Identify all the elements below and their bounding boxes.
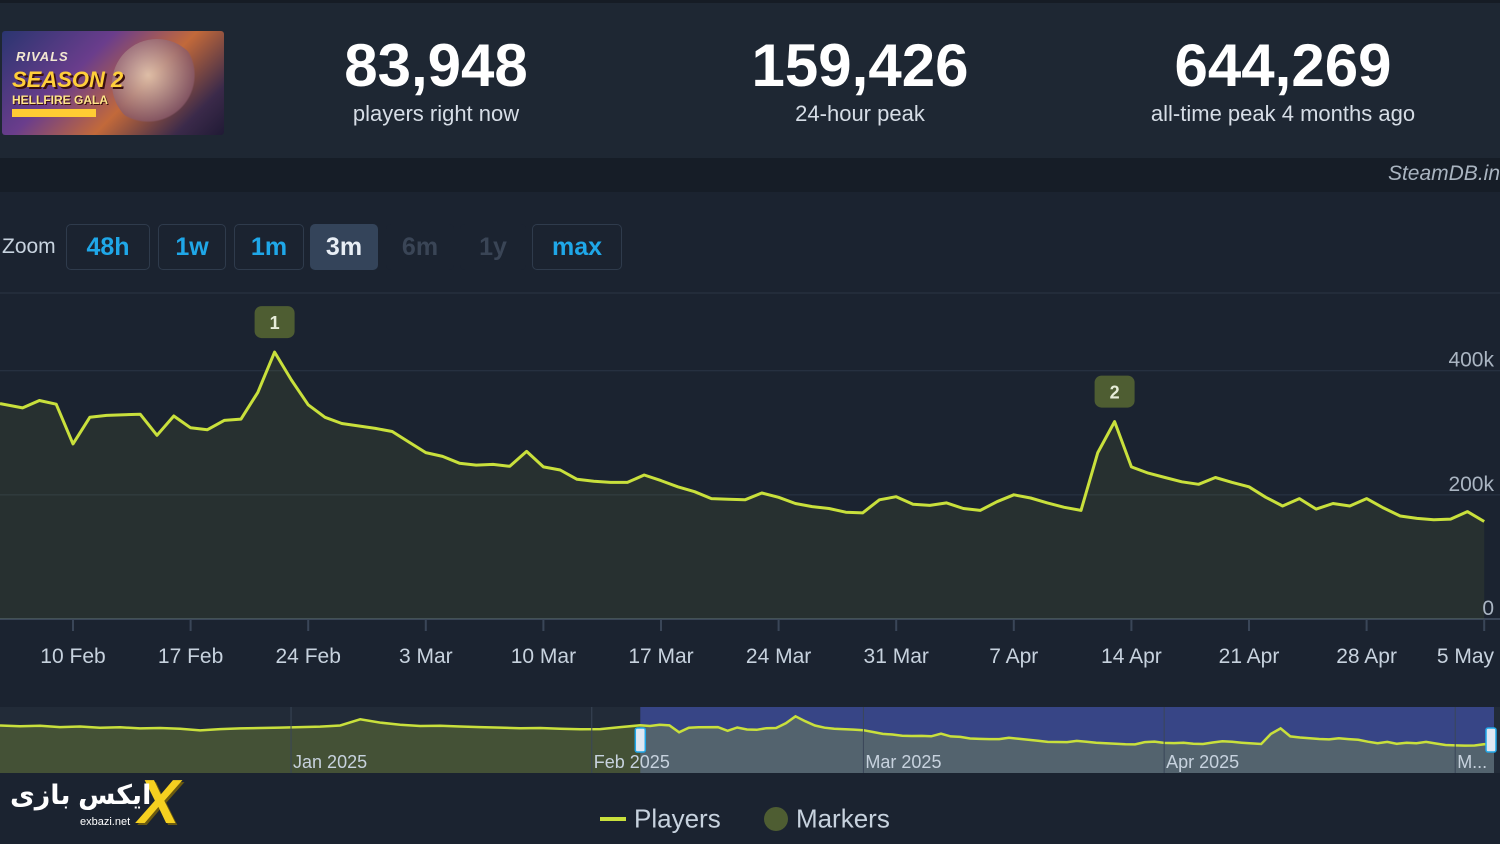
event-markers[interactable]: 12: [254, 306, 1135, 408]
capsule-logo-text: RIVALS: [16, 49, 69, 64]
navigator-left-handle[interactable]: [634, 727, 647, 753]
character-art: [112, 39, 202, 129]
x-tick-label: 7 Apr: [989, 645, 1038, 668]
zoom-1w-button[interactable]: 1w: [158, 224, 226, 270]
capsule-banner: [12, 109, 96, 117]
x-tick-label: 14 Apr: [1101, 645, 1162, 668]
navigator-label: Apr 2025: [1166, 752, 1239, 772]
event-marker[interactable]: [254, 306, 295, 339]
watermark-x-logo: X: [138, 768, 180, 837]
y-axis: 0 200k 400k: [1448, 349, 1494, 620]
peak-24h-stat: 159,426 24-hour peak: [724, 33, 996, 129]
event-marker[interactable]: [1094, 375, 1135, 408]
navigator-label: Feb 2025: [594, 752, 670, 772]
x-tick-label: 31 Mar: [864, 645, 929, 668]
x-tick-label: 17 Feb: [158, 645, 223, 668]
chart-credit[interactable]: SteamDB.in: [1387, 162, 1500, 185]
players-now-label: players right now: [352, 101, 520, 126]
x-tick-label: 10 Mar: [511, 645, 576, 668]
zoom-1m-button[interactable]: 1m: [234, 224, 304, 270]
game-capsule-image[interactable]: RIVALS SEASON 2 HELLFIRE GALA: [2, 31, 224, 135]
zoom-3m-button[interactable]: 3m: [310, 224, 378, 270]
event-marker-label: 2: [1110, 383, 1120, 403]
x-tick-label: 3 Mar: [399, 645, 453, 668]
all-time-peak-label: all-time peak 4 months ago: [1150, 101, 1416, 126]
legend-players[interactable]: Players: [634, 803, 721, 834]
navigator-line: [0, 714, 1495, 748]
players-line[interactable]: [0, 350, 1485, 523]
navigator-label: Mar 2025: [865, 752, 941, 772]
y-tick-label: 0: [1482, 597, 1494, 620]
y-tick-label: 200k: [1448, 473, 1494, 496]
navigator-label: Jan 2025: [293, 752, 367, 772]
players-now-stat: 83,948 players right now: [300, 33, 572, 129]
all-time-peak-value: 644,269: [1174, 32, 1392, 99]
x-tick-label: 24 Mar: [746, 645, 811, 668]
x-tick-label: 24 Feb: [276, 645, 341, 668]
players-now-value: 83,948: [344, 32, 528, 99]
capsule-event-text: HELLFIRE GALA: [12, 93, 108, 107]
x-tick-label: 10 Feb: [40, 645, 105, 668]
series-area: [0, 352, 1485, 619]
navigator[interactable]: Jan 2025 Feb 2025 Mar 2025 Apr 2025 M...: [0, 707, 1500, 773]
event-marker-label: 1: [270, 313, 280, 333]
peak-24h-value: 159,426: [751, 32, 969, 99]
stats-header: RIVALS SEASON 2 HELLFIRE GALA 83,948 pla…: [0, 0, 1500, 161]
chart-legend[interactable]: Players Markers: [600, 802, 890, 835]
peak-24h-label: 24-hour peak: [795, 101, 925, 126]
divider-strip: [0, 158, 1500, 192]
zoom-48h-button[interactable]: 48h: [66, 224, 150, 270]
players-area: [0, 352, 1485, 619]
watermark-text: ایکس بازی: [10, 780, 152, 810]
navigator-area: [0, 716, 1494, 773]
players-series[interactable]: [0, 350, 1485, 523]
watermark-site: exbazi.net: [80, 816, 131, 828]
markers-legend-swatch: [763, 807, 788, 832]
x-tick-label: 5 May: [1437, 645, 1495, 668]
navigator-right-handle[interactable]: [1485, 727, 1497, 753]
x-axis: 10 Feb 17 Feb 24 Feb 3 Mar 10 Mar 17 Mar 24 Ma…: [40, 619, 1494, 668]
x-tick-label: 28 Apr: [1336, 645, 1397, 668]
site-watermark: X ایکس بازی exbazi.net: [6, 772, 196, 834]
x-tick-label: 21 Apr: [1219, 645, 1280, 668]
capsule-season-text: SEASON 2: [12, 67, 124, 92]
zoom-label: Zoom: [2, 235, 56, 258]
navigator-label: M...: [1457, 752, 1487, 772]
all-time-peak-stat: 644,269 all-time peak 4 months ago: [1110, 33, 1456, 129]
y-tick-label: 400k: [1448, 349, 1494, 372]
zoom-1y-button: 1y: [460, 224, 526, 270]
zoom-max-button[interactable]: max: [532, 224, 622, 270]
players-legend-swatch: [600, 817, 626, 822]
zoom-6m-button: 6m: [386, 224, 454, 270]
legend-markers[interactable]: Markers: [795, 803, 890, 834]
x-tick-label: 17 Mar: [628, 645, 693, 668]
